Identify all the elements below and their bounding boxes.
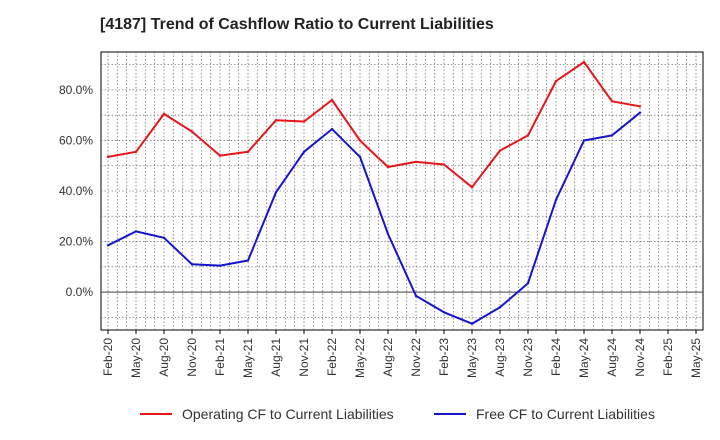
- x-tick-label: Nov-24: [633, 338, 647, 377]
- legend-label: Free CF to Current Liabilities: [476, 406, 655, 422]
- data-point: [470, 322, 474, 325]
- x-tick-label: Feb-21: [213, 338, 227, 376]
- data-point: [302, 120, 306, 123]
- data-point: [526, 134, 530, 137]
- data-point: [246, 150, 250, 154]
- x-tick-label: May-25: [689, 338, 703, 378]
- x-tick-label: Aug-22: [381, 338, 395, 377]
- x-tick-label: Nov-20: [185, 338, 199, 377]
- x-tick-label: Feb-25: [661, 338, 675, 376]
- data-point: [218, 264, 222, 267]
- y-tick-label: 80.0%: [59, 83, 93, 97]
- data-point: [526, 282, 530, 285]
- data-point: [610, 134, 614, 137]
- x-tick-label: Aug-23: [493, 338, 507, 377]
- chart-title: [4187] Trend of Cashflow Ratio to Curren…: [100, 16, 494, 33]
- data-point: [638, 111, 642, 114]
- series-line-1: [107, 61, 641, 189]
- x-tick-label: Feb-23: [437, 338, 451, 376]
- data-point: [610, 100, 614, 103]
- data-point: [470, 186, 474, 189]
- legend-label: Operating CF to Current Liabilities: [182, 406, 394, 422]
- data-point: [106, 155, 110, 159]
- x-tick-label: Aug-20: [157, 338, 171, 377]
- x-tick-label: Nov-22: [409, 338, 423, 377]
- data-point: [330, 98, 334, 102]
- data-point: [274, 191, 278, 194]
- data-point: [358, 139, 362, 142]
- data-point: [498, 149, 502, 152]
- data-point: [582, 139, 586, 142]
- y-tick-label: 40.0%: [59, 184, 93, 198]
- x-tick-label: Feb-22: [325, 338, 339, 376]
- data-point: [218, 154, 222, 157]
- x-tick-label: Feb-24: [549, 338, 563, 376]
- x-tick-label: May-22: [353, 338, 367, 378]
- data-point: [106, 244, 110, 247]
- data-point: [190, 263, 194, 266]
- x-tick-label: Nov-21: [297, 338, 311, 377]
- data-point: [386, 232, 390, 236]
- data-point: [498, 306, 502, 309]
- y-tick-label: 20.0%: [59, 235, 93, 249]
- data-point: [162, 236, 166, 239]
- x-tick-label: Feb-20: [101, 338, 115, 376]
- x-tick-label: Aug-24: [605, 338, 619, 377]
- data-point: [442, 311, 446, 314]
- data-point: [554, 79, 558, 83]
- data-point: [386, 165, 390, 169]
- data-point: [134, 230, 138, 233]
- series-line-2: [107, 111, 641, 325]
- data-point: [554, 198, 558, 202]
- data-point: [302, 150, 306, 154]
- data-point: [190, 130, 194, 133]
- data-point: [414, 160, 418, 164]
- data-point: [274, 119, 278, 122]
- y-tick-label: 0.0%: [66, 285, 94, 299]
- data-point: [134, 150, 138, 154]
- data-point: [442, 163, 446, 166]
- x-tick-label: Aug-21: [269, 338, 283, 377]
- x-tick-label: May-20: [129, 338, 143, 378]
- data-point: [358, 155, 362, 159]
- x-tick-label: May-24: [577, 338, 591, 378]
- x-tick-label: Nov-23: [521, 338, 535, 377]
- y-tick-label: 60.0%: [59, 133, 93, 147]
- x-tick-label: May-21: [241, 338, 255, 378]
- data-point: [330, 127, 334, 131]
- data-point: [246, 259, 250, 262]
- x-tick-label: May-23: [465, 338, 479, 378]
- data-point: [414, 294, 418, 298]
- data-point: [162, 112, 166, 116]
- data-point: [582, 60, 586, 64]
- data-point: [638, 105, 642, 108]
